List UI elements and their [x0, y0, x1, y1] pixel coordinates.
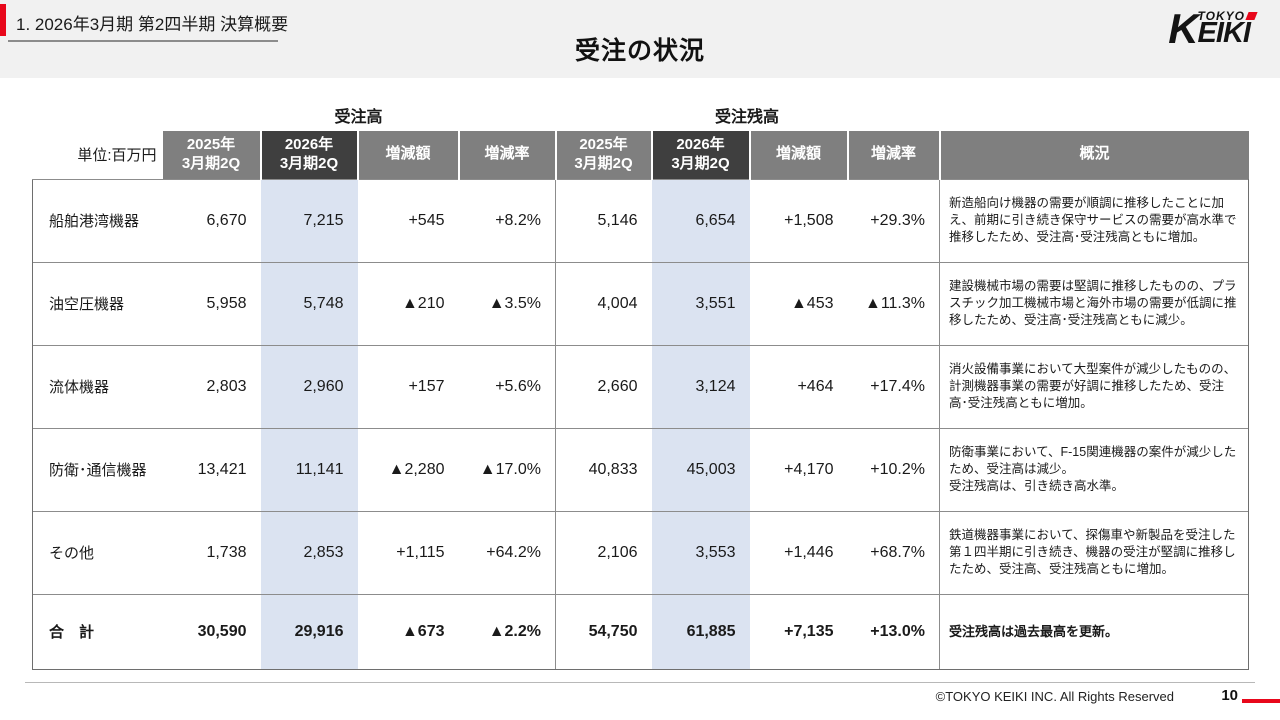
cell-backlog-curr: 45,003: [651, 427, 750, 511]
col-header-backlog-rate: 増減率: [846, 131, 940, 179]
cell-orders-change: +1,115: [357, 510, 459, 594]
cell-backlog-change: +4,170: [749, 427, 848, 511]
cell-orders-curr: 7,215: [260, 178, 358, 262]
table-row-marine: 船舶港湾機器 6,670 7,215 +545 +8.2% 5,146 6,65…: [32, 178, 1249, 262]
cell-orders-change: +545: [357, 178, 459, 262]
footer-divider: [25, 682, 1255, 683]
logo-red-accent-icon: [1245, 12, 1258, 20]
section-breadcrumb: 1. 2026年3月期 第2四半期 決算概要: [16, 15, 289, 34]
page-title: 受注の状況: [574, 37, 705, 65]
page-number: 10: [1221, 687, 1238, 704]
cell-orders-change: ▲2,280: [357, 427, 459, 511]
cell-backlog-rate: +68.7%: [847, 510, 940, 594]
cell-orders-rate: +8.2%: [458, 178, 556, 262]
cell-backlog-curr: 3,551: [651, 261, 750, 345]
page-number-red-dash: [1242, 699, 1280, 703]
row-label: 船舶港湾機器: [32, 178, 163, 262]
cell-orders-curr: 2,960: [260, 344, 358, 428]
group-header-backlog: 受注残高: [714, 109, 779, 126]
group-header-orders: 受注高: [334, 109, 383, 126]
cell-backlog-prev: 2,106: [555, 510, 652, 594]
cell-backlog-prev: 4,004: [555, 261, 652, 345]
col-header-orders-rate: 増減率: [457, 131, 556, 179]
breadcrumb-underline: [8, 40, 278, 42]
header-band: 1. 2026年3月期 第2四半期 決算概要 受注の状況 K TOKYO EIK…: [0, 0, 1280, 78]
row-label: 油空圧機器: [32, 261, 163, 345]
tokyo-keiki-logo: K TOKYO EIKI: [1168, 5, 1258, 53]
row-label: 流体機器: [32, 344, 163, 428]
cell-orders-curr: 29,916: [260, 593, 358, 670]
table-row-fluid: 流体機器 2,803 2,960 +157 +5.6% 2,660 3,124 …: [32, 344, 1249, 428]
cell-overview: 新造船向け機器の需要が順調に推移したことに加え、前期に引き続き保守サービスの需要…: [939, 178, 1249, 262]
logo-tokyo-text: TOKYO: [1197, 9, 1245, 23]
cell-backlog-curr: 61,885: [651, 593, 750, 670]
table-row-hydraulics: 油空圧機器 5,958 5,748 ▲210 ▲3.5% 4,004 3,551…: [32, 261, 1249, 345]
group-spacer: [939, 103, 1248, 131]
cell-orders-prev: 6,670: [162, 178, 261, 262]
cell-overview: 鉄道機器事業において、探傷車や新製品を受注した第１四半期に引き続き、機器の受注が…: [939, 510, 1249, 594]
logo-top-row: TOKYO: [1197, 9, 1258, 23]
cell-orders-rate: ▲2.2%: [458, 593, 556, 670]
col-header-orders-prev: 2025年 3月期2Q: [162, 131, 261, 179]
cell-overview: 建設機械市場の需要は堅調に推移したものの、プラスチック加工機械市場と海外市場の需…: [939, 261, 1249, 345]
logo-eiki-text: EIKI: [1197, 17, 1251, 49]
group-spacer: [32, 103, 162, 131]
cell-backlog-rate: +17.4%: [847, 344, 940, 428]
cell-orders-curr: 5,748: [260, 261, 358, 345]
logo-column: TOKYO EIKI: [1197, 9, 1258, 49]
cell-backlog-curr: 6,654: [651, 178, 750, 262]
logo-letter-k: K: [1168, 5, 1198, 53]
row-label-total: 合 計: [32, 593, 163, 670]
cell-backlog-change: +464: [749, 344, 848, 428]
cell-orders-prev: 1,738: [162, 510, 261, 594]
cell-backlog-rate: +13.0%: [847, 593, 940, 670]
cell-overview-total: 受注残高は過去最高を更新。: [939, 593, 1249, 670]
cell-orders-prev: 2,803: [162, 344, 261, 428]
cell-backlog-rate: +29.3%: [847, 178, 940, 262]
cell-orders-rate: ▲3.5%: [458, 261, 556, 345]
cell-orders-rate: ▲17.0%: [458, 427, 556, 511]
cell-overview: 消火設備事業において大型案件が減少したものの、計測機器事業の需要が好調に推移した…: [939, 344, 1249, 428]
copyright-text: ©TOKYO KEIKI INC. All Rights Reserved: [935, 689, 1174, 704]
red-accent-bar: [0, 4, 6, 36]
cell-backlog-prev: 54,750: [555, 593, 652, 670]
col-header-overview: 概況: [938, 131, 1249, 179]
col-header-backlog-prev: 2025年 3月期2Q: [554, 131, 652, 179]
col-header-orders-curr: 2026年 3月期2Q: [259, 131, 358, 179]
row-label: その他: [32, 510, 163, 594]
cell-orders-prev: 30,590: [162, 593, 261, 670]
table-row-defense: 防衛･通信機器 13,421 11,141 ▲2,280 ▲17.0% 40,8…: [32, 427, 1249, 511]
cell-orders-rate: +64.2%: [458, 510, 556, 594]
cell-orders-prev: 13,421: [162, 427, 261, 511]
col-header-backlog-curr: 2026年 3月期2Q: [650, 131, 750, 179]
col-header-orders-change: 増減額: [356, 131, 459, 179]
orders-table: 単位:百万円 2025年 3月期2Q 2026年 3月期2Q 増減額 増減率 2…: [32, 131, 1249, 670]
cell-orders-change: ▲210: [357, 261, 459, 345]
table-group-header-row: 受注高 受注残高: [32, 103, 1248, 131]
table-row-others: その他 1,738 2,853 +1,115 +64.2% 2,106 3,55…: [32, 510, 1249, 594]
cell-backlog-prev: 2,660: [555, 344, 652, 428]
cell-backlog-curr: 3,124: [651, 344, 750, 428]
cell-orders-change: +157: [357, 344, 459, 428]
cell-orders-curr: 2,853: [260, 510, 358, 594]
cell-backlog-curr: 3,553: [651, 510, 750, 594]
table-header-row: 単位:百万円 2025年 3月期2Q 2026年 3月期2Q 増減額 増減率 2…: [33, 131, 1249, 179]
cell-backlog-change: +7,135: [749, 593, 848, 670]
cell-backlog-change: ▲453: [749, 261, 848, 345]
cell-orders-prev: 5,958: [162, 261, 261, 345]
cell-backlog-rate: +10.2%: [847, 427, 940, 511]
cell-orders-change: ▲673: [357, 593, 459, 670]
unit-label: 単位:百万円: [77, 147, 157, 165]
cell-backlog-prev: 5,146: [555, 178, 652, 262]
col-header-backlog-change: 増減額: [748, 131, 848, 179]
cell-orders-rate: +5.6%: [458, 344, 556, 428]
table-row-total: 合 計 30,590 29,916 ▲673 ▲2.2% 54,750 61,8…: [32, 593, 1249, 670]
cell-backlog-change: +1,508: [749, 178, 848, 262]
cell-overview: 防衛事業において、F-15関連機器の案件が減少したため、受注高は減少。 受注残高…: [939, 427, 1249, 511]
cell-orders-curr: 11,141: [260, 427, 358, 511]
cell-backlog-prev: 40,833: [555, 427, 652, 511]
cell-backlog-change: +1,446: [749, 510, 848, 594]
cell-backlog-rate: ▲11.3%: [847, 261, 940, 345]
row-label: 防衛･通信機器: [32, 427, 163, 511]
